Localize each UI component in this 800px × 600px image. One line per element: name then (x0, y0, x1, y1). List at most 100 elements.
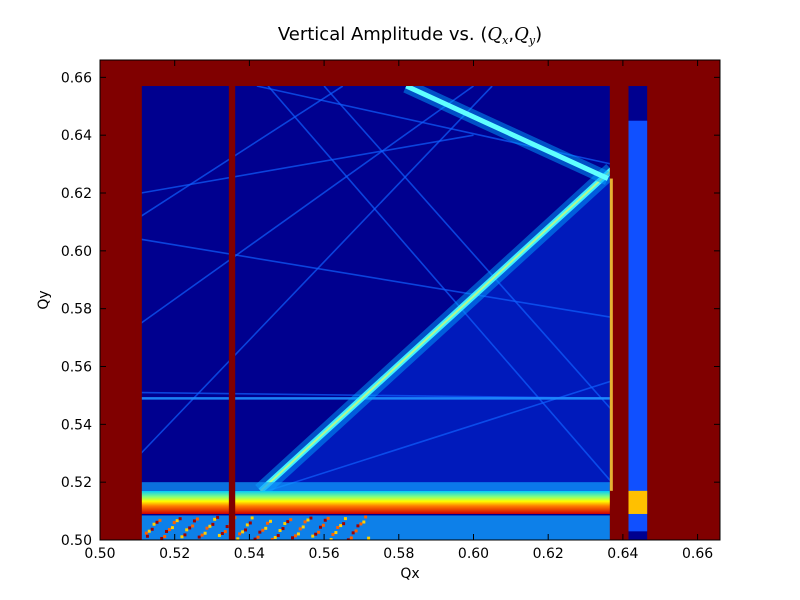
speckle (336, 526, 340, 530)
speckle (248, 521, 252, 525)
saturated-column (228, 60, 236, 540)
speckle (283, 522, 287, 526)
speckle (276, 534, 280, 538)
chart-title: Vertical Amplitude vs. (Qx,Qy) (278, 24, 542, 47)
y-axis-label: Qy (36, 290, 52, 309)
speckle (286, 520, 290, 524)
speckle (216, 515, 220, 519)
speckle (296, 532, 300, 536)
saturated-column (609, 60, 629, 540)
resonance-diagonal-core (259, 169, 613, 492)
speckle (200, 533, 204, 537)
speckle (306, 518, 310, 522)
speckle (346, 538, 350, 540)
speckle (317, 530, 321, 534)
speckle (354, 529, 358, 533)
speckle (281, 527, 285, 531)
speckle (269, 519, 273, 523)
y-tick-label: 0.58 (61, 302, 92, 318)
resonance-line (140, 85, 474, 324)
speckle (289, 518, 293, 522)
speckle (261, 528, 265, 532)
speckle (364, 515, 368, 519)
speckle (213, 517, 217, 521)
speckle (334, 531, 338, 535)
speckle (145, 534, 149, 538)
speckle (314, 532, 318, 536)
x-tick-label: 0.64 (607, 546, 638, 562)
speckle (258, 530, 262, 534)
speckle (152, 522, 156, 526)
speckle (170, 526, 174, 530)
x-tick-label: 0.50 (84, 546, 115, 562)
speckle (278, 529, 282, 533)
y-tick-label: 0.62 (61, 186, 92, 202)
speckle (293, 534, 297, 538)
speckle (256, 535, 260, 539)
speckle (351, 531, 355, 535)
resonance-line (249, 380, 612, 498)
speckle (192, 519, 196, 523)
speckle (318, 525, 322, 529)
speckle (203, 531, 207, 535)
x-tick-label: 0.56 (309, 546, 340, 562)
speckle (223, 530, 227, 534)
resonance-line (140, 134, 474, 194)
speckle (244, 528, 248, 532)
speckle (197, 535, 201, 539)
x-tick-label: 0.58 (383, 546, 414, 562)
speckle (238, 532, 242, 536)
x-tick-label: 0.60 (458, 546, 489, 562)
x-axis: 0.50 0.52 0.54 0.56 0.58 0.60 0.62 0.64 0.66 (84, 60, 713, 562)
speckle (339, 524, 343, 528)
speckle (208, 524, 212, 528)
speckle (167, 528, 171, 532)
plot-area-border (99, 59, 721, 541)
speckle (180, 535, 184, 539)
speckle (191, 524, 195, 528)
x-axis-label: Qx (400, 566, 419, 582)
speckle (236, 537, 240, 540)
y-tick-label: 0.50 (61, 533, 92, 549)
speckle (342, 522, 346, 526)
speckle (309, 516, 313, 520)
speckle (165, 529, 169, 533)
speckle (225, 525, 229, 529)
y-tick-label: 0.60 (61, 244, 92, 260)
y-tick-label: 0.66 (61, 70, 92, 86)
speckle (217, 533, 221, 537)
resonance-line (267, 85, 613, 483)
speckle (195, 517, 199, 521)
column-edge-highlight (609, 178, 613, 491)
speckle (253, 537, 257, 540)
speckle (220, 532, 224, 536)
speckle (188, 526, 192, 530)
speckle (144, 531, 148, 535)
speckle (323, 518, 327, 522)
resonance-line (140, 85, 344, 217)
speckle (172, 521, 176, 525)
speckle (326, 516, 330, 520)
speckle (250, 516, 254, 520)
speckle (291, 536, 295, 540)
speckle (301, 525, 305, 529)
speckle (264, 526, 268, 530)
right-strip (628, 120, 648, 532)
speckle (183, 533, 187, 537)
speckle (331, 532, 335, 536)
speckle (349, 536, 353, 540)
speckle (155, 520, 159, 524)
right-strip-band (628, 490, 648, 514)
speckle (311, 534, 315, 538)
speckle (343, 517, 347, 521)
speckle (270, 537, 274, 540)
speckle (211, 522, 215, 526)
speckle (245, 523, 249, 527)
saturated-column (135, 60, 142, 540)
speckle (273, 535, 277, 539)
speckle (158, 518, 162, 522)
y-tick-label: 0.64 (61, 128, 92, 144)
y-tick-label: 0.56 (61, 360, 92, 376)
speckle (362, 520, 366, 524)
